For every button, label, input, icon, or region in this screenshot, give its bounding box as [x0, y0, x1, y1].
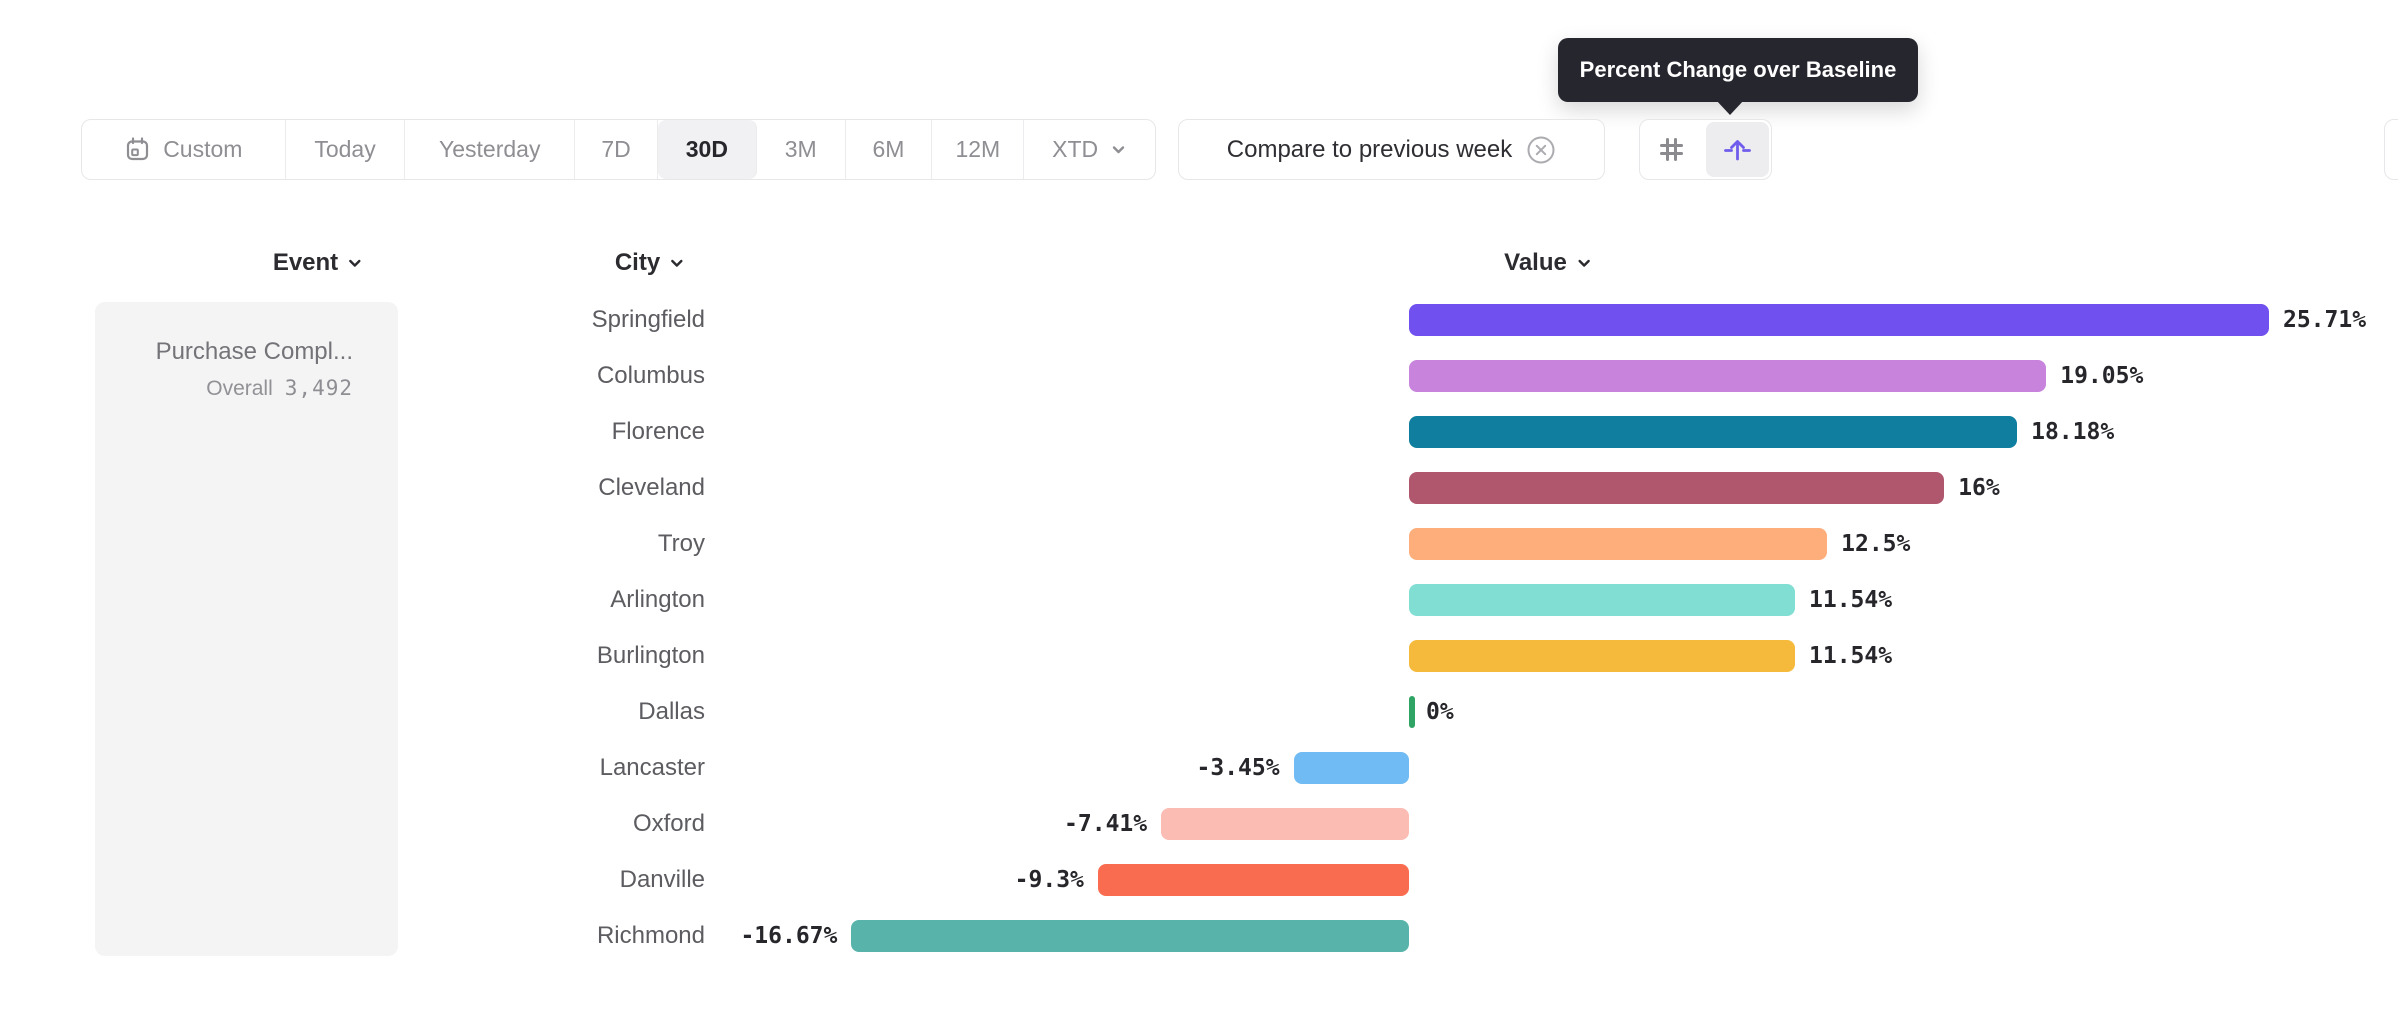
city-label: Troy: [657, 530, 705, 557]
circle-x-icon[interactable]: [1526, 135, 1556, 165]
city-label: Columbus: [596, 362, 705, 389]
value-label: 18.18%: [2031, 419, 2115, 445]
value-label: 12.5%: [1841, 531, 1911, 557]
value-bar[interactable]: [1097, 864, 1409, 896]
compare-chip[interactable]: Compare to previous week: [1178, 119, 1605, 180]
value-bar[interactable]: [1409, 360, 2047, 392]
city-label: Arlington: [610, 586, 705, 613]
chevron-down-icon: [1110, 141, 1127, 158]
value-label: 25.71%: [2282, 307, 2367, 333]
date-range-label: XTD: [1052, 136, 1099, 162]
tooltip-percent-change: Percent Change over Baseline: [1558, 38, 1918, 102]
date-range-label: 7D: [601, 136, 631, 162]
value-label: -16.67%: [740, 923, 838, 949]
value-bar[interactable]: [1409, 416, 2018, 448]
baseline-arrow-icon: [1722, 134, 1753, 165]
column-header-value[interactable]: Value: [1504, 249, 1592, 277]
date-range-label: Custom: [163, 136, 243, 162]
value-bar[interactable]: [1409, 584, 1795, 616]
column-header-label: Event: [272, 249, 339, 276]
date-range-7d[interactable]: 7D: [575, 120, 658, 179]
compare-chip-label: Compare to previous week: [1226, 135, 1513, 163]
chevron-down-icon: [1576, 255, 1592, 271]
city-label: Burlington: [596, 642, 705, 669]
date-range-label: 3M: [784, 136, 817, 162]
city-label: Oxford: [632, 810, 705, 837]
event-subtitle: Overall 3,492: [206, 376, 353, 401]
date-range-6m[interactable]: 6M: [846, 120, 933, 179]
date-range-label: 12M: [955, 136, 1001, 162]
event-overall-count: 3,492: [284, 376, 353, 400]
value-label: 19.05%: [2060, 363, 2144, 389]
event-overall-label: Overall: [206, 377, 273, 400]
value-label: -3.45%: [1196, 755, 1280, 781]
date-range-yesterday[interactable]: Yesterday: [405, 120, 576, 179]
event-title: Purchase Compl...: [155, 338, 353, 365]
value-label: -9.3%: [1014, 867, 1084, 893]
date-range-label: Today: [314, 136, 376, 162]
value-label: -7.41%: [1064, 811, 1148, 837]
value-bar[interactable]: [1409, 472, 1945, 504]
chevron-down-icon: [347, 255, 363, 271]
date-range-xtd[interactable]: XTD: [1024, 120, 1155, 179]
column-header-city[interactable]: City: [615, 249, 685, 277]
percent-change-baseline-button[interactable]: [1705, 122, 1769, 177]
city-label: Dallas: [638, 698, 705, 725]
date-range-30d[interactable]: 30D: [657, 120, 757, 179]
value-label: 0%: [1426, 699, 1454, 725]
date-range-today[interactable]: Today: [286, 120, 406, 179]
value-bar[interactable]: [1409, 528, 1828, 560]
hash-icon: [1656, 134, 1687, 165]
value-bar[interactable]: [851, 920, 1409, 952]
date-range-12m[interactable]: 12M: [932, 120, 1025, 179]
tooltip-caret: [1716, 100, 1744, 115]
date-range-label: Yesterday: [439, 136, 541, 162]
date-range-toolbar: Custom Today Yesterday 7D 30D 3M 6M 12M …: [81, 119, 1156, 180]
date-range-3m[interactable]: 3M: [757, 120, 846, 179]
value-bar[interactable]: [1409, 696, 1415, 728]
value-label: 11.54%: [1809, 587, 1893, 613]
date-range-custom[interactable]: Custom: [82, 120, 286, 179]
column-header-label: City: [614, 249, 661, 276]
value-bar[interactable]: [1409, 304, 2269, 336]
city-label: Lancaster: [599, 754, 705, 781]
date-range-label: 6M: [872, 136, 905, 162]
column-header-label: Value: [1504, 249, 1567, 276]
city-label: Cleveland: [598, 474, 705, 501]
value-bar[interactable]: [1293, 752, 1409, 784]
value-bar[interactable]: [1409, 640, 1795, 672]
event-card-purchase-completed[interactable]: Purchase Compl... Overall 3,492: [95, 302, 398, 956]
chart-value-toggle: [1639, 119, 1772, 180]
city-label: Springfield: [591, 306, 705, 333]
chevron-down-icon: [669, 255, 685, 271]
city-label: Danville: [619, 866, 705, 893]
value-label: 16%: [1958, 475, 2000, 501]
column-header-event[interactable]: Event: [273, 249, 363, 277]
date-range-label: 30D: [685, 136, 728, 162]
value-label: 11.54%: [1809, 643, 1893, 669]
clipped-right-control[interactable]: [2384, 119, 2398, 180]
absolute-values-button[interactable]: [1640, 120, 1704, 179]
calendar-icon: [124, 136, 151, 163]
city-label: Florence: [611, 418, 705, 445]
value-bar[interactable]: [1161, 808, 1409, 840]
city-label: Richmond: [596, 922, 705, 949]
